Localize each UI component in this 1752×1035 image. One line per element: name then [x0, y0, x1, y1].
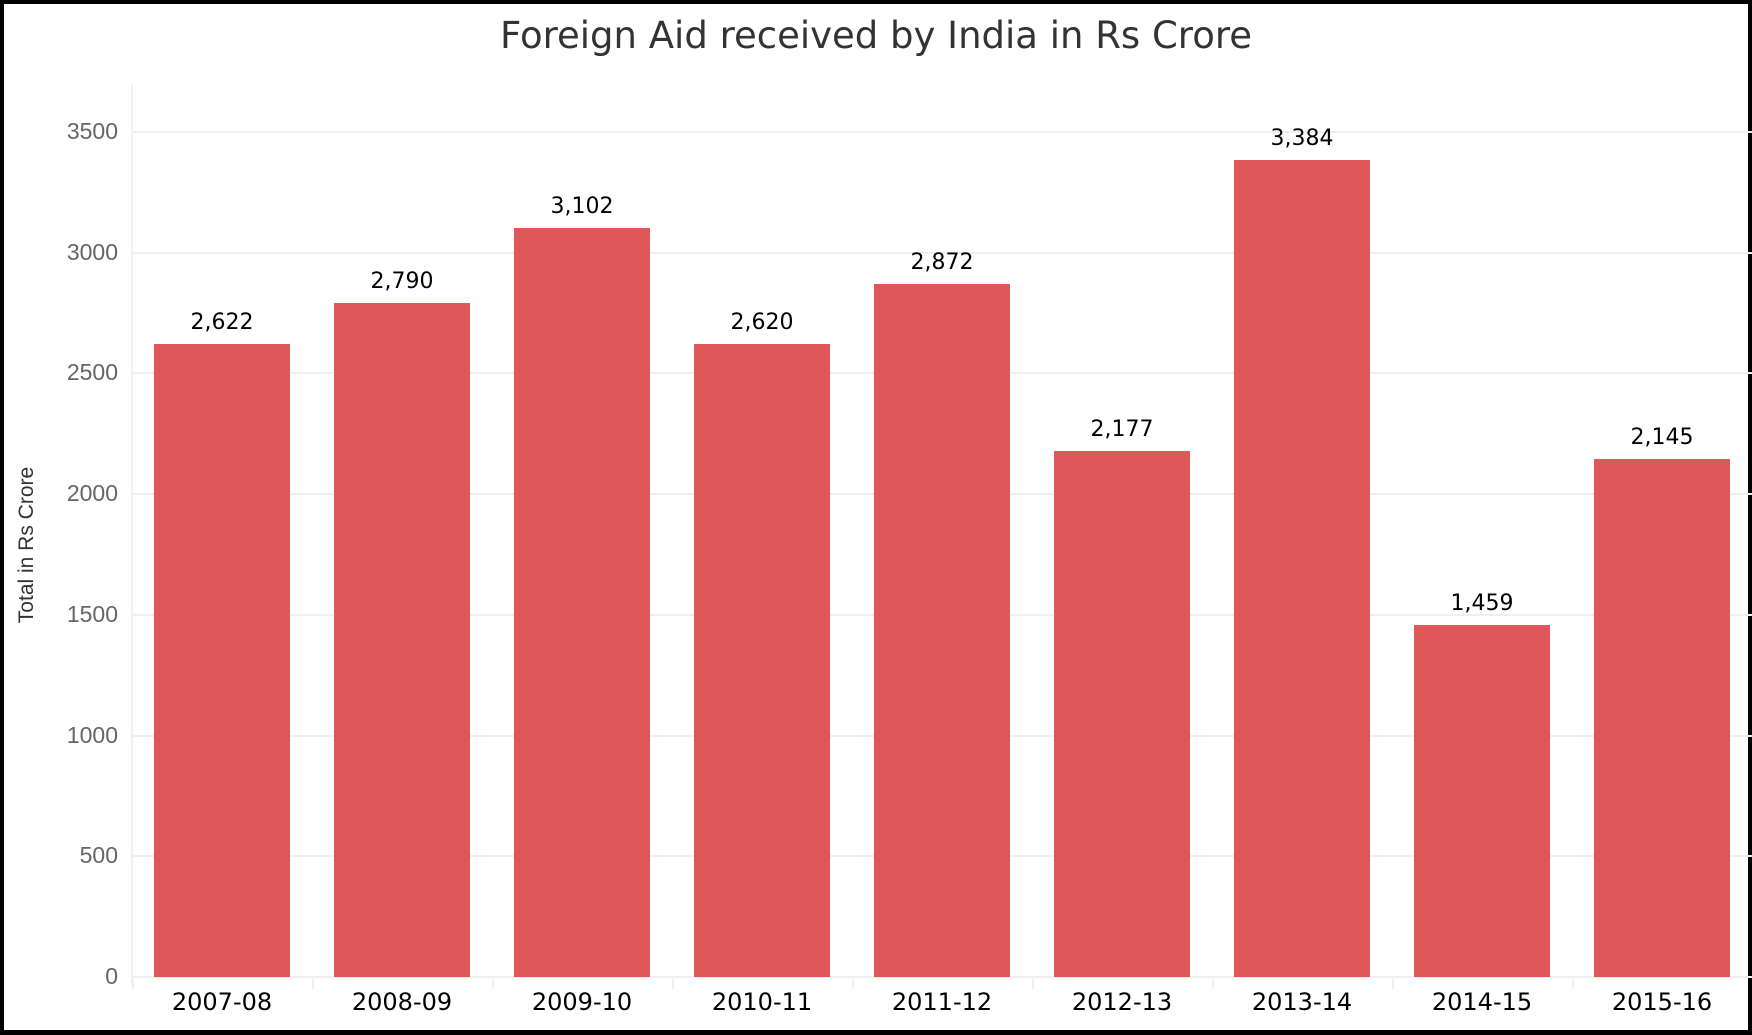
- y-tick-label: 1500: [66, 600, 118, 627]
- x-tick-mark: [1212, 979, 1214, 989]
- x-tick-mark: [852, 979, 854, 989]
- bar-value-label: 2,872: [910, 249, 974, 275]
- bar-2011-12[interactable]: [874, 283, 1010, 977]
- bar-value-label: 2,622: [190, 309, 254, 335]
- gridline: [132, 976, 1752, 978]
- bar-value-label: 2,177: [1090, 417, 1154, 443]
- bar-2007-08[interactable]: [154, 343, 290, 977]
- x-tick-mark: [312, 979, 314, 989]
- x-tick-label: 2013-14: [1251, 988, 1353, 1016]
- y-tick-label: 500: [79, 842, 118, 869]
- bar-2012-13[interactable]: [1054, 451, 1190, 977]
- bar-value-label: 3,384: [1270, 126, 1334, 151]
- y-tick-label: 1000: [66, 721, 118, 748]
- x-tick-mark: [1572, 979, 1574, 989]
- bar-value-label: 2,620: [730, 310, 794, 336]
- bar-2014-15[interactable]: [1414, 624, 1550, 977]
- x-tick-label: 2012-13: [1071, 988, 1173, 1016]
- bar-value-label: 2,145: [1630, 425, 1694, 451]
- x-tick-label: 2008-09: [351, 988, 453, 1016]
- bar-value-label: 2,790: [370, 269, 434, 295]
- y-tick-label: 2500: [66, 359, 118, 386]
- bar-2009-10[interactable]: [514, 228, 650, 977]
- x-tick-label: 2011-12: [891, 988, 993, 1016]
- bar-value-label: 1,459: [1450, 590, 1514, 616]
- x-tick-mark: [132, 979, 134, 989]
- bar-2013-14[interactable]: [1234, 160, 1370, 977]
- y-tick-label: 2000: [66, 480, 118, 507]
- x-tick-mark: [1392, 979, 1394, 989]
- x-tick-mark: [1032, 979, 1034, 989]
- gridline: [132, 251, 1752, 254]
- x-tick-label: 2014-15: [1431, 988, 1533, 1016]
- x-tick-label: 2015-16: [1611, 988, 1713, 1016]
- x-tick-label: 2007-08: [171, 988, 273, 1016]
- chart-title: Foreign Aid received by India in Rs Cror…: [499, 14, 1252, 57]
- x-tick-label: 2009-10: [531, 988, 633, 1016]
- x-tick-mark: [672, 979, 674, 989]
- bar-2008-09[interactable]: [334, 303, 470, 977]
- y-tick-label: 3000: [66, 238, 118, 265]
- y-tick-label: 0: [105, 963, 118, 989]
- bar-value-label: 3,102: [550, 194, 614, 220]
- x-tick-label: 2010-11: [711, 988, 813, 1016]
- x-tick-mark: [492, 979, 494, 989]
- y-axis-line: [131, 85, 133, 985]
- bar-2010-11[interactable]: [694, 344, 830, 977]
- bar-2015-16[interactable]: [1594, 459, 1730, 977]
- y-tick-label: 3500: [66, 118, 118, 144]
- gridline: [132, 131, 1752, 133]
